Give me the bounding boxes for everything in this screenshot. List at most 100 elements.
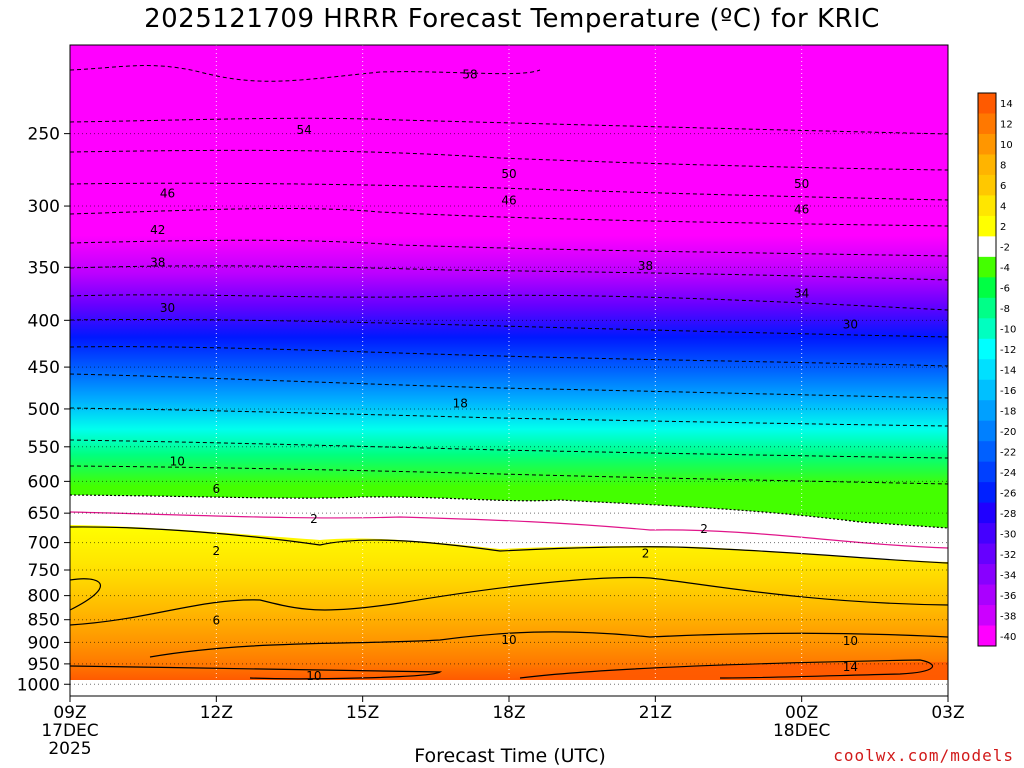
colorbar-swatch [978, 277, 996, 299]
colorbar-label: 4 [1000, 202, 1006, 213]
colorbar-label: 2 [1000, 222, 1006, 233]
colorbar-swatch [978, 441, 996, 463]
colorbar-label: -30 [1000, 529, 1016, 540]
colorbar-swatch [978, 502, 996, 524]
colorbar-swatch [978, 174, 996, 196]
colorbar-swatch [978, 297, 996, 319]
contour-labels: 58 54 50 50 46 46 46 42 38 38 34 30 30 18 10 6 2 2 2 2 6 10 10… [150, 68, 858, 683]
contour-line [70, 439, 948, 459]
y-axis: 2503003504004505005506006507007508008509… [17, 125, 70, 695]
contour-label: 54 [296, 123, 311, 137]
colorbar-swatch [978, 113, 996, 135]
y-tick-label: 350 [28, 258, 60, 278]
colorbar-label: -24 [1000, 468, 1016, 479]
colorbar-swatch [978, 564, 996, 586]
colorbar-swatch [978, 605, 996, 627]
x-tick-date: 17DEC [41, 721, 98, 741]
contour-label: 10 [843, 634, 858, 648]
colorbar-label: 12 [1000, 120, 1013, 131]
y-tick-label: 450 [28, 358, 60, 378]
y-tick-label: 800 [28, 587, 60, 607]
colorbar-label: -14 [1000, 366, 1016, 377]
colorbar-label: -28 [1000, 509, 1016, 520]
colorbar-label: -4 [1000, 263, 1010, 274]
y-tick-label: 600 [28, 472, 60, 492]
colorbar-swatch [978, 93, 996, 114]
contour-label: 2 [642, 547, 650, 561]
freezing-magenta-line [70, 511, 948, 549]
colorbar-swatch [978, 256, 996, 278]
y-tick-label: 1000 [17, 675, 60, 695]
colorbar-swatch [978, 543, 996, 565]
contour-label: 2 [310, 512, 318, 526]
cold-contours [70, 65, 948, 485]
contour-line [70, 65, 541, 82]
contour-label: 6 [213, 614, 221, 628]
contour-line [70, 239, 948, 257]
x-tick-label: 15Z [346, 703, 379, 723]
colorbar-swatch [978, 154, 996, 176]
colorbar-swatch [978, 625, 996, 647]
contour-line [70, 182, 948, 201]
contour-line [70, 117, 948, 135]
colorbar-swatch [978, 461, 996, 483]
colorbar-swatch [978, 215, 996, 237]
colorbar-label: -6 [1000, 284, 1010, 295]
contour-label: 46 [160, 187, 175, 201]
colorbar-label: -36 [1000, 591, 1016, 602]
colorbar-label: -34 [1000, 570, 1016, 581]
contour-label: 58 [462, 68, 477, 82]
contour-label: 50 [794, 177, 809, 191]
contour-label: 2 [700, 522, 708, 536]
y-tick-label: 250 [28, 125, 60, 145]
zero-dotted-line [70, 494, 948, 529]
colorbar-swatch [978, 195, 996, 217]
y-tick-label: 550 [28, 438, 60, 458]
contour-label: 38 [638, 259, 653, 273]
x-tick-year: 2025 [48, 739, 91, 759]
colorbar-label: 14 [1000, 99, 1013, 110]
freezing-lines [70, 494, 948, 549]
y-tick-label: 900 [28, 633, 60, 653]
chart-title: 2025121709 HRRR Forecast Temperature (ºC… [144, 4, 880, 34]
x-tick-label: 03Z [931, 703, 964, 723]
contour-label: 38 [150, 256, 165, 270]
contour-line [70, 346, 948, 367]
colorbar-label: -18 [1000, 406, 1016, 417]
contour-label: 50 [501, 167, 516, 181]
colorbar-swatch [978, 420, 996, 442]
colorbar-label: 6 [1000, 181, 1006, 192]
contour-line [70, 665, 443, 680]
contour-line [70, 149, 948, 171]
x-tick-label: 12Z [200, 703, 233, 723]
contour-label: 46 [794, 203, 809, 217]
contour-label: 10 [306, 669, 321, 683]
contour-label: 14 [843, 660, 858, 674]
y-tick-label: 500 [28, 400, 60, 420]
colorbar-label: -2 [1000, 243, 1010, 254]
colorbar-swatch [978, 523, 996, 545]
contour-label: 18 [453, 397, 468, 411]
colorbar-label: -22 [1000, 447, 1016, 458]
y-tick-label: 750 [28, 561, 60, 581]
y-tick-label: 300 [28, 197, 60, 217]
contour-line [70, 576, 948, 626]
colorbar-label: -32 [1000, 550, 1016, 561]
contour-line [70, 318, 948, 338]
colorbar-swatch [978, 236, 996, 258]
colorbar-swatch [978, 133, 996, 155]
colorbar-label: -20 [1000, 427, 1016, 438]
x-tick-label: 00Z [785, 703, 818, 723]
contour-line [70, 373, 948, 399]
contour-label: 46 [501, 193, 516, 207]
contour-label: 6 [213, 482, 221, 496]
credit-link[interactable]: coolwx.com/models [833, 746, 1014, 765]
colorbar-swatch [978, 318, 996, 340]
y-tick-label: 650 [28, 504, 60, 524]
colorbar-swatch [978, 359, 996, 381]
warm-contours [70, 526, 948, 680]
x-tick-label: 09Z [53, 703, 86, 723]
colorbar-label: -8 [1000, 304, 1010, 315]
